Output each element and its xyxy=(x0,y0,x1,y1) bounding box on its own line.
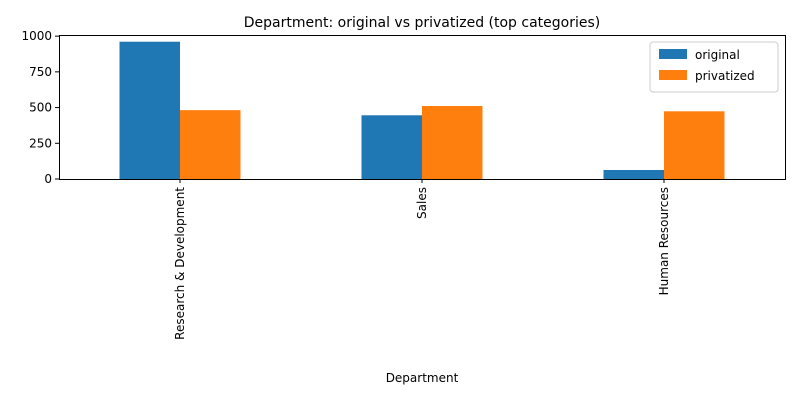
plot-frame xyxy=(59,35,786,180)
y-tick-label: 750 xyxy=(29,65,52,79)
y-tick-label: 1000 xyxy=(21,29,52,43)
legend-label-privatized: privatized xyxy=(695,69,755,83)
chart-title: Department: original vs privatized (top … xyxy=(244,15,600,31)
bar-privatized-2 xyxy=(664,111,725,179)
x-axis-label: Department xyxy=(386,371,459,385)
bar-original-2 xyxy=(603,170,664,179)
bar-privatized-0 xyxy=(180,110,241,179)
x-axis: Research & Development Sales Human Resourc… xyxy=(173,179,671,340)
legend: original privatized xyxy=(649,41,779,93)
y-tick-label: 500 xyxy=(29,101,52,115)
legend-label-original: original xyxy=(695,48,740,62)
bars-group xyxy=(119,41,725,179)
x-tick-label: Research & Development xyxy=(173,187,187,340)
y-tick-label: 250 xyxy=(29,136,52,150)
legend-swatch-original xyxy=(659,49,687,59)
legend-swatch-privatized xyxy=(659,70,687,80)
bar-original-0 xyxy=(119,41,180,179)
bar-privatized-1 xyxy=(422,106,483,179)
bar-original-1 xyxy=(361,115,422,179)
x-tick-label: Sales xyxy=(415,187,429,219)
y-tick-label: 0 xyxy=(44,172,52,186)
y-axis: 0 250 500 750 1000 xyxy=(21,29,59,186)
x-tick-label: Human Resources xyxy=(657,187,671,295)
